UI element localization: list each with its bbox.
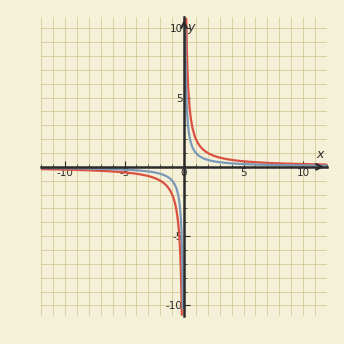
Text: x: x [316,148,323,161]
Text: y: y [187,21,195,34]
